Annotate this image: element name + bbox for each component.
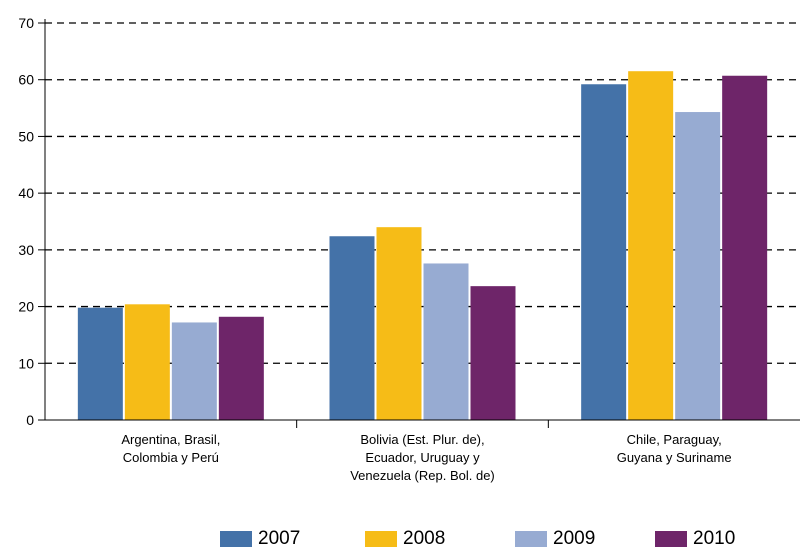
bar-2009-1 [171,322,217,420]
legend-label: 2007 [258,528,301,549]
x-category-label-line: Ecuador, Uruguay y [365,450,480,465]
legend-item-2009: 2009 [515,528,595,550]
legend-label: 2010 [693,528,736,549]
bar-2010-3 [722,75,768,420]
bars [77,71,768,420]
legend-swatch [365,531,397,547]
y-tick-label: 40 [18,185,34,201]
legend-item-2008: 2008 [365,528,445,550]
legend-item-2007: 2007 [220,528,300,550]
y-tick-label: 0 [26,412,34,428]
y-axis-ticks: 0 10 20 30 40 50 60 70 [18,15,45,428]
bar-2008-3 [628,71,674,420]
bar-2009-2 [423,263,469,420]
bar-2010-1 [218,316,264,420]
axes [44,19,800,428]
y-tick-label: 60 [18,72,34,88]
legend-swatch [655,531,687,547]
x-category-label-line: Chile, Paraguay, [626,432,722,447]
x-category-label-line: Colombia y Perú [122,450,219,465]
bar-2008-2 [376,227,422,420]
x-category-label-line: Bolivia (Est. Plur. de), [360,432,485,447]
y-tick-label: 50 [18,128,34,144]
bar-2007-1 [77,307,123,420]
x-category-label-line: Guyana y Suriname [616,450,732,465]
legend-swatch [515,531,547,547]
x-category-label-line: Venezuela (Rep. Bol. de) [350,468,495,483]
y-tick-label: 10 [18,355,34,371]
bar-2008-1 [124,304,170,420]
x-category-label-line: Argentina, Brasil, [121,432,221,447]
bar-2007-3 [581,84,627,420]
legend-label: 2009 [553,528,596,549]
legend: 2007 2008 2009 2010 [0,528,802,552]
legend-label: 2008 [403,528,446,549]
x-category-label: Argentina, Brasil, Colombia y Perú [51,431,291,467]
y-tick-label: 20 [18,299,34,315]
legend-item-2010: 2010 [655,528,735,550]
bar-2010-2 [470,286,516,420]
gridlines [45,22,800,364]
y-tick-label: 70 [18,15,34,31]
x-category-label: Chile, Paraguay, Guyana y Suriname [554,431,794,467]
legend-swatch [220,531,252,547]
bar-2009-3 [675,112,721,420]
x-category-label: Bolivia (Est. Plur. de), Ecuador, Uruguay… [303,431,543,485]
y-tick-label: 30 [18,242,34,258]
bar-2007-2 [329,236,375,420]
